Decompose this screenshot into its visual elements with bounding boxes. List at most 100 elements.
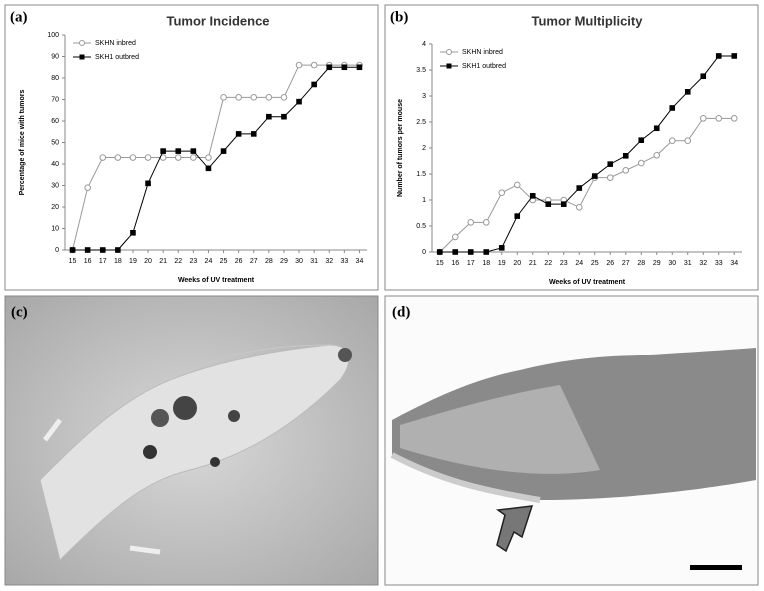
point [114,154,122,161]
point [483,249,490,255]
point [467,219,475,226]
point [250,131,257,137]
x-tick-label: 32 [699,260,707,267]
x-tick-label: 24 [205,258,213,265]
point [436,249,443,255]
point [129,154,137,161]
point [281,113,287,120]
point [266,113,272,120]
point [145,180,151,187]
panel-label: (b) [390,9,408,25]
y-tick-label: 3.5 [416,67,426,74]
y-tick-label: 60 [51,118,59,125]
y-tick-label: 70 [51,96,59,103]
y-tick-label: 4 [422,41,426,48]
point [653,125,660,132]
point [606,174,614,181]
panel-b-frame [384,4,759,291]
x-tick-label: 26 [606,260,614,267]
x-tick-label: 27 [250,258,258,265]
x-tick-label: 23 [560,260,568,267]
y-tick-label: 90 [51,53,59,60]
y-tick-label: 2.5 [416,119,426,126]
y-tick-label: 1 [422,197,426,204]
x-tick-label: 29 [653,260,661,267]
point [99,154,107,161]
x-tick-label: 20 [513,260,521,267]
x-tick-label: 17 [99,258,107,265]
point [310,61,318,69]
x-tick-label: 28 [265,258,273,265]
point [498,189,506,197]
legend-label: SKHN inbred [95,40,136,47]
x-tick-label: 16 [451,260,459,267]
point [69,247,76,253]
x-tick-label: 33 [340,258,348,265]
x-axis-label: Weeks of UV treatment [549,279,626,286]
x-tick-label: 27 [622,260,630,267]
point [174,154,182,161]
x-tick-label: 34 [356,258,364,265]
panel-label: (c) [11,304,28,320]
point [160,148,166,154]
x-axis-label: Weeks of UV treatment [178,277,255,284]
panel-a-frame [4,4,379,291]
legend-marker [79,40,85,46]
panel-label: (d) [392,304,410,320]
point [638,137,645,143]
point [560,201,567,207]
point [84,184,91,191]
x-tick-label: 22 [174,258,182,265]
point [205,165,212,172]
x-tick-label: 30 [668,260,676,267]
legend-marker [446,49,452,55]
point [669,105,676,111]
x-tick-label: 24 [575,260,583,267]
point [190,154,197,161]
point [653,151,661,159]
point [326,64,333,71]
point [637,159,645,167]
point [175,148,182,154]
x-tick-label: 20 [144,258,152,265]
point [84,247,91,253]
point [144,154,152,161]
point [295,61,303,69]
y-tick-label: 0 [55,247,59,254]
point [280,94,288,101]
point [341,64,348,71]
chart-title: Tumor Multiplicity [532,13,644,28]
chart-title: Tumor Incidence [166,13,269,28]
point [576,185,583,191]
point [115,247,121,253]
panel-c-photo [4,295,379,586]
point [684,89,691,95]
x-tick-label: 31 [310,258,318,265]
x-tick-label: 15 [69,258,77,265]
point [715,115,723,122]
y-axis-label: Number of tumors per mouse [397,99,404,197]
legend-label: SKH1 outbred [462,63,506,70]
point [190,148,197,154]
point [498,245,505,251]
x-tick-label: 18 [482,260,490,267]
y-tick-label: 1.5 [416,171,426,178]
x-tick-label: 23 [189,258,197,265]
point [668,137,676,145]
x-tick-label: 15 [436,260,444,267]
x-tick-label: 18 [114,258,122,265]
legend-marker [79,54,85,60]
y-tick-label: 0 [422,249,426,256]
x-tick-label: 32 [325,258,333,265]
point [250,94,258,101]
point [235,131,242,137]
point [452,249,459,255]
point [730,115,738,122]
legend-marker [446,63,452,69]
point [591,173,598,179]
panel-label: (a) [10,9,28,25]
point [130,230,136,236]
series-line [72,66,360,251]
y-tick-label: 50 [51,139,59,146]
